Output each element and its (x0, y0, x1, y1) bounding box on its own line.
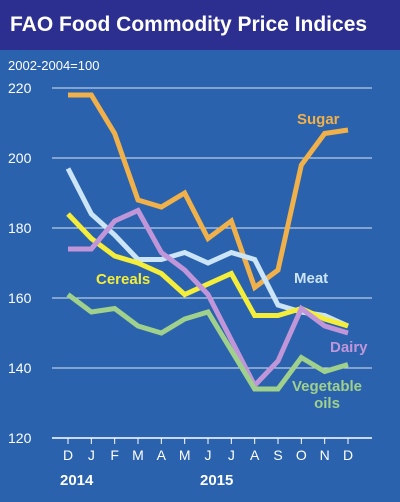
x-tick-label-0: D (63, 447, 73, 463)
x-tick-label-12: D (343, 447, 353, 463)
x-tick-label-9: S (273, 447, 282, 463)
chart-title: FAO Food Commodity Price Indices (0, 0, 400, 50)
y-tick-label-180: 180 (8, 220, 32, 236)
y-tick-label-220: 220 (8, 80, 32, 96)
x-tick-label-11: N (320, 447, 330, 463)
year-label-2014: 2014 (60, 472, 94, 489)
x-tick-label-7: J (228, 447, 235, 463)
series-line-meat (65, 167, 350, 329)
series-label-sugar: Sugar (297, 111, 340, 128)
series-label-dairy: Dairy (330, 339, 368, 356)
series-label-vegetable-oils: Vegetable oils (292, 378, 362, 412)
series-line-dairy (68, 207, 349, 390)
year-label-2015: 2015 (200, 472, 233, 489)
x-tick-label-10: O (296, 447, 307, 463)
series-label-line: Cereals (96, 271, 150, 288)
x-tick-label-1: J (88, 447, 95, 463)
series-label-line: Vegetable (292, 378, 362, 395)
series-label-meat: Meat (294, 270, 328, 287)
x-tick-label-3: M (132, 447, 144, 463)
x-tick-label-2: F (110, 447, 119, 463)
y-tick-label-160: 160 (8, 290, 32, 306)
x-tick-label-5: M (179, 447, 191, 463)
series-label-line: Meat (294, 270, 328, 287)
x-tick-label-6: J (205, 447, 212, 463)
x-tick-label-8: A (250, 447, 260, 463)
y-tick-label-200: 200 (8, 150, 32, 166)
series-label-cereals: Cereals (96, 271, 150, 288)
y-tick-label-120: 120 (8, 430, 32, 446)
series-label-line: Dairy (330, 339, 368, 356)
series-label-line: Sugar (297, 111, 340, 128)
series-label-line: oils (314, 395, 340, 412)
x-tick-label-4: A (157, 447, 167, 463)
series-line-sugar (68, 92, 349, 292)
series-line-vegetable-oils (66, 292, 349, 392)
chart-subtitle: 2002-2004=100 (8, 58, 100, 73)
y-tick-label-140: 140 (8, 360, 32, 376)
